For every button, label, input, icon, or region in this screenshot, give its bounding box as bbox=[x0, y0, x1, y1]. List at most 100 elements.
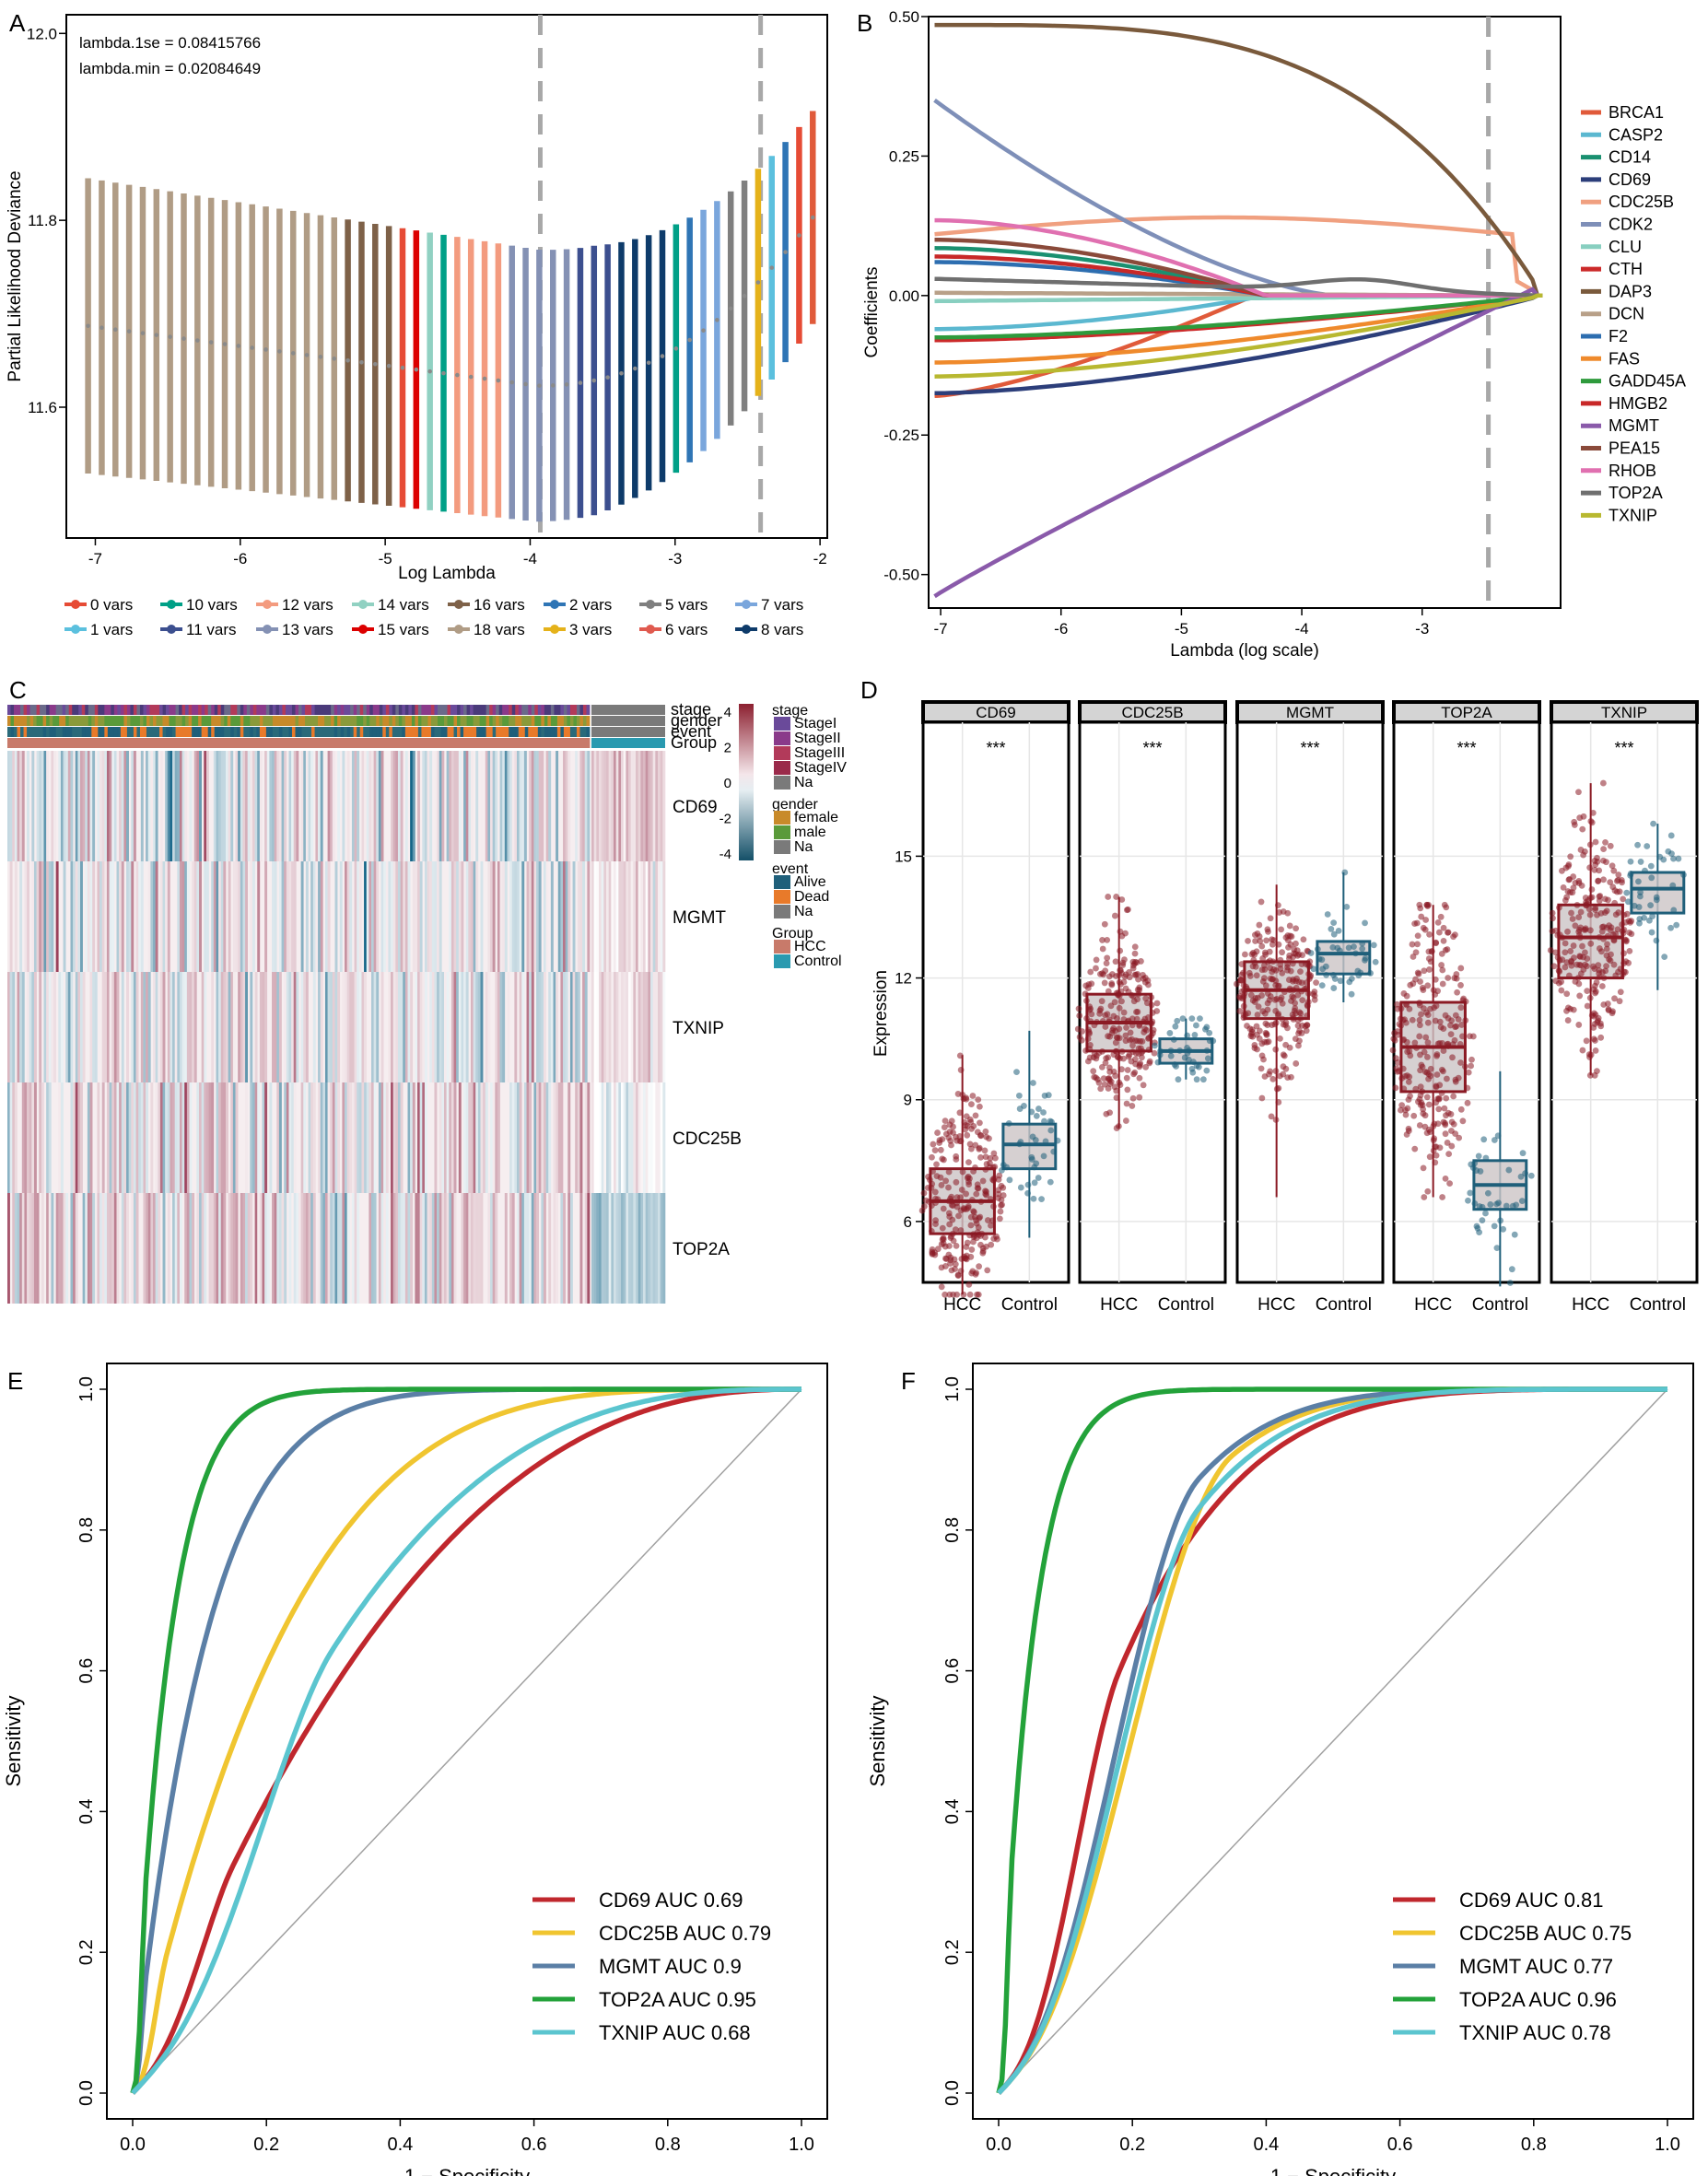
legend-label: TXNIP AUC 0.68 bbox=[599, 2021, 751, 2044]
heatmap-cell bbox=[650, 1082, 653, 1193]
heatmap-cell bbox=[250, 751, 253, 861]
heatmap-cell bbox=[322, 1193, 326, 1304]
heatmap-cell bbox=[128, 1082, 132, 1193]
heatmap-cell bbox=[543, 1082, 546, 1193]
heatmap-cell bbox=[327, 861, 331, 972]
heatmap-cell bbox=[519, 1193, 522, 1304]
heatmap-cell bbox=[334, 1082, 338, 1193]
data-point bbox=[1123, 907, 1130, 914]
data-point bbox=[1251, 1045, 1258, 1051]
annotation-cell bbox=[544, 727, 548, 737]
annotation-cell bbox=[291, 705, 296, 715]
annotation-cell bbox=[440, 716, 445, 726]
heatmap-cell bbox=[533, 861, 537, 972]
data-point bbox=[1445, 975, 1452, 981]
annotation-cell bbox=[485, 705, 490, 715]
heatmap-cell bbox=[645, 972, 649, 1082]
data-point bbox=[1438, 962, 1445, 968]
annotation-cell bbox=[111, 738, 115, 748]
heatmap-cell bbox=[101, 861, 105, 972]
y-axis-title: Sensitivity bbox=[866, 1695, 889, 1786]
data-point bbox=[1608, 951, 1614, 958]
data-point bbox=[1402, 1111, 1410, 1118]
annotation-cell bbox=[53, 705, 57, 715]
annotation-cell bbox=[278, 727, 283, 737]
heatmap-cell bbox=[46, 972, 50, 1082]
heatmap-cell bbox=[308, 751, 311, 861]
heatmap-cell bbox=[240, 751, 243, 861]
y-tick-label: 6 bbox=[904, 1213, 912, 1231]
heatmap-cell bbox=[373, 972, 377, 1082]
data-point bbox=[1032, 1137, 1039, 1143]
heatmap-cell bbox=[397, 972, 401, 1082]
legend-label: TOP2A AUC 0.95 bbox=[599, 1988, 756, 2011]
annotation-cell bbox=[162, 705, 167, 715]
heatmap-cell bbox=[199, 751, 202, 861]
heatmap-cell bbox=[14, 1082, 18, 1193]
heatmap-cell bbox=[441, 1082, 445, 1193]
y-tick-label: 0.6 bbox=[76, 1658, 97, 1684]
heatmap-cell bbox=[320, 751, 323, 861]
heatmap-cell bbox=[274, 1193, 277, 1304]
annotation-cell bbox=[544, 738, 548, 748]
heatmap-cell bbox=[155, 1082, 158, 1193]
heatmap-cell bbox=[97, 861, 100, 972]
annotation-cell bbox=[17, 727, 21, 737]
data-point bbox=[1464, 1099, 1471, 1106]
annotation-cell bbox=[327, 705, 332, 715]
annotation-cell bbox=[502, 705, 507, 715]
annotation-cell bbox=[324, 716, 328, 726]
heatmap-cell bbox=[223, 972, 227, 1082]
data-point bbox=[1322, 963, 1329, 970]
annotation-cell bbox=[181, 727, 186, 737]
annotation-cell bbox=[291, 738, 296, 748]
annotation-cell bbox=[369, 716, 374, 726]
heatmap-cell bbox=[303, 1082, 307, 1193]
data-point bbox=[1477, 1168, 1484, 1175]
heatmap-cell bbox=[104, 972, 108, 1082]
annotation-cell bbox=[85, 738, 89, 748]
heatmap-cell bbox=[29, 1193, 32, 1304]
annotation-cell bbox=[528, 716, 532, 726]
heatmap-cell bbox=[201, 1082, 205, 1193]
heatmap-cell bbox=[596, 1082, 600, 1193]
heatmap-cell bbox=[230, 751, 234, 861]
data-point bbox=[1113, 1087, 1120, 1094]
heatmap-cell bbox=[315, 861, 319, 972]
legend-label: 8 vars bbox=[761, 621, 803, 638]
heatmap-cell bbox=[324, 1193, 328, 1304]
data-point bbox=[1280, 1051, 1287, 1059]
heatmap-cell bbox=[441, 751, 445, 861]
heatmap-cell bbox=[431, 1193, 435, 1304]
heatmap-cell bbox=[606, 861, 609, 972]
annotation-cell bbox=[33, 727, 37, 737]
legend-swatch bbox=[774, 746, 790, 760]
data-point bbox=[1412, 1085, 1420, 1093]
data-point bbox=[1282, 1041, 1290, 1048]
data-point bbox=[1122, 1032, 1129, 1039]
annotation-cell bbox=[395, 738, 400, 748]
heatmap-cell bbox=[485, 751, 488, 861]
data-point bbox=[1330, 919, 1338, 927]
annotation-cell bbox=[427, 705, 432, 715]
data-point bbox=[1441, 1105, 1448, 1112]
data-point bbox=[1274, 902, 1281, 909]
heatmap-cell bbox=[638, 861, 641, 972]
annotation-cell bbox=[185, 727, 190, 737]
heatmap-cell bbox=[320, 1193, 323, 1304]
annotation-cell bbox=[240, 738, 244, 748]
heatmap-cell bbox=[453, 751, 457, 861]
annotation-cell bbox=[444, 716, 448, 726]
data-point bbox=[1106, 1081, 1114, 1087]
heatmap-cell bbox=[606, 751, 609, 861]
annotation-cell bbox=[265, 738, 270, 748]
annotation-cell bbox=[404, 738, 409, 748]
cv-mean-point bbox=[208, 340, 214, 345]
annotation-cell bbox=[547, 738, 552, 748]
annotation-cell bbox=[415, 716, 419, 726]
data-point bbox=[945, 1210, 953, 1217]
annotation-cell bbox=[139, 727, 144, 737]
data-point bbox=[1400, 1085, 1408, 1093]
heatmap-cell bbox=[131, 1082, 135, 1193]
